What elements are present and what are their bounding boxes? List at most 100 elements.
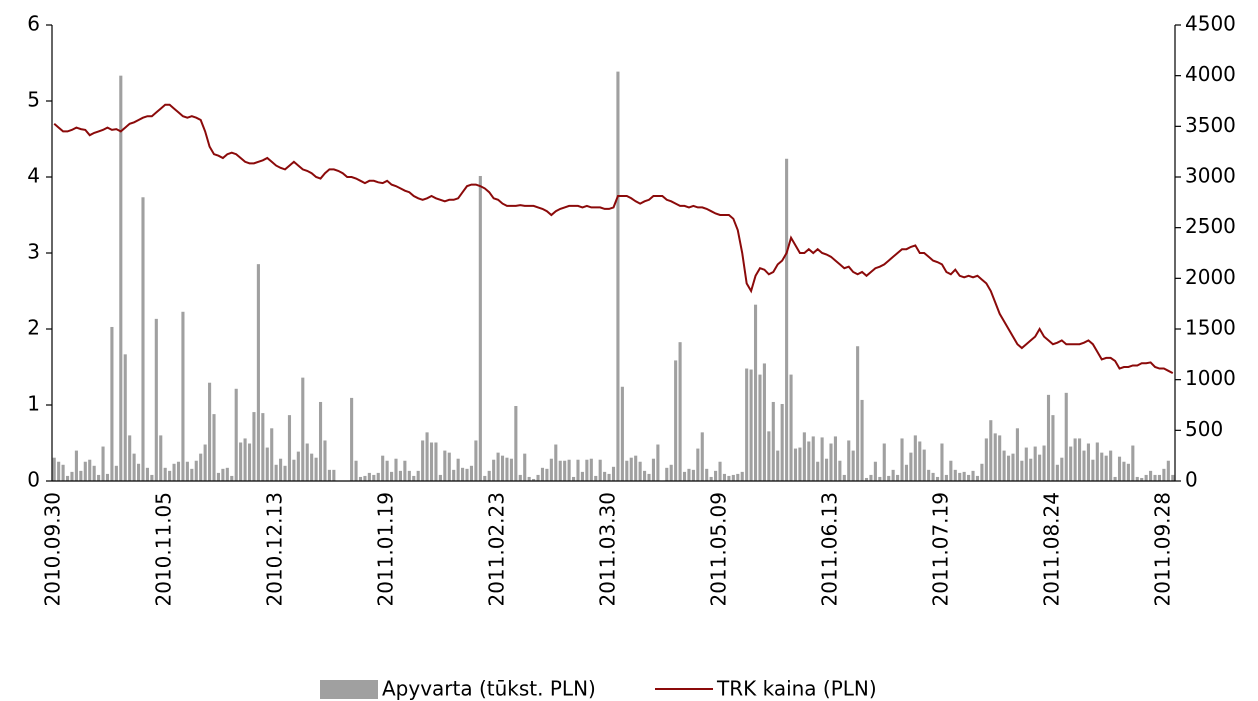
x-tick-label: 2011.06.13 (817, 492, 841, 607)
bar (114, 465, 118, 481)
bar (789, 374, 793, 481)
bar (1095, 442, 1099, 481)
bar (718, 461, 722, 481)
bar (1029, 458, 1033, 481)
bar (1042, 445, 1046, 481)
bar (1024, 447, 1028, 481)
bar (922, 449, 926, 481)
legend-label: TRK kaina (PLN) (716, 677, 877, 701)
bar (669, 464, 673, 481)
bar (225, 467, 229, 481)
bar (1006, 455, 1011, 481)
bar (119, 75, 123, 482)
bar (97, 474, 101, 481)
bar (403, 460, 407, 481)
bar (518, 474, 522, 481)
bar (1140, 477, 1144, 481)
y-tick-label: 2 (27, 316, 40, 340)
bar (940, 443, 944, 481)
y-tick-label: 6 (27, 12, 40, 36)
bar (301, 377, 305, 481)
x-tick-label: 2011.01.19 (374, 492, 398, 607)
bar (1162, 468, 1166, 481)
y2-tick-label: 2000 (1185, 265, 1236, 289)
y2-tick-label: 3500 (1185, 113, 1236, 137)
bar (172, 463, 176, 481)
bar (700, 432, 704, 481)
bar (465, 468, 469, 481)
bar (367, 472, 371, 481)
bar (372, 474, 376, 481)
bar (208, 382, 212, 481)
bar (474, 440, 478, 481)
bar (549, 458, 553, 481)
bar (833, 436, 837, 481)
bar (1157, 474, 1162, 481)
bar (318, 401, 323, 481)
bar (354, 460, 358, 481)
bar (70, 471, 74, 481)
bar (83, 461, 87, 481)
bar (1002, 450, 1006, 481)
x-tick-label: 2011.09.28 (1150, 492, 1174, 607)
bar (247, 443, 252, 481)
bar (753, 304, 758, 481)
bar (128, 435, 132, 481)
bar (221, 468, 225, 481)
bar (1086, 443, 1090, 481)
bar (61, 464, 65, 481)
bar (1069, 446, 1073, 481)
bar (429, 442, 434, 481)
bar (780, 403, 784, 481)
bar (851, 450, 855, 481)
bar (190, 468, 194, 481)
bar (1038, 454, 1042, 481)
bar (616, 71, 620, 481)
bar (820, 437, 824, 481)
bar (230, 475, 234, 481)
bar (540, 467, 545, 481)
bar (390, 471, 394, 481)
bar (984, 438, 988, 481)
bar (137, 463, 141, 481)
bar (904, 464, 909, 481)
bar (878, 476, 882, 481)
bar (962, 471, 966, 481)
x-tick-label: 2010.09.30 (41, 492, 65, 607)
bar (425, 432, 429, 481)
y2-tick-label: 0 (1185, 468, 1198, 492)
bar (1144, 474, 1148, 481)
bar (176, 461, 181, 481)
bar (256, 264, 260, 481)
bar (194, 460, 198, 481)
bar (989, 420, 993, 481)
y2-tick-label: 1500 (1185, 316, 1236, 340)
bar (687, 468, 691, 481)
bar (296, 451, 300, 481)
bar (696, 448, 700, 481)
bar (1078, 438, 1082, 481)
bar (873, 461, 877, 481)
bar (314, 457, 318, 481)
bar (487, 470, 491, 481)
bar (887, 475, 891, 481)
bar (554, 444, 558, 481)
bar (580, 471, 584, 481)
bar (132, 453, 136, 481)
bar (279, 458, 283, 481)
legend-swatch (320, 680, 378, 699)
bar (145, 467, 149, 481)
bar (860, 399, 864, 481)
y2-tick-label: 4000 (1185, 62, 1236, 86)
bar (505, 457, 509, 481)
bar (571, 476, 576, 481)
bar (967, 474, 971, 481)
bar (185, 461, 189, 481)
bar (57, 461, 61, 481)
bar (1100, 452, 1104, 481)
bar (332, 469, 336, 481)
bar (611, 466, 616, 481)
bar (1126, 463, 1130, 481)
bar (714, 470, 718, 481)
bar (310, 453, 314, 481)
